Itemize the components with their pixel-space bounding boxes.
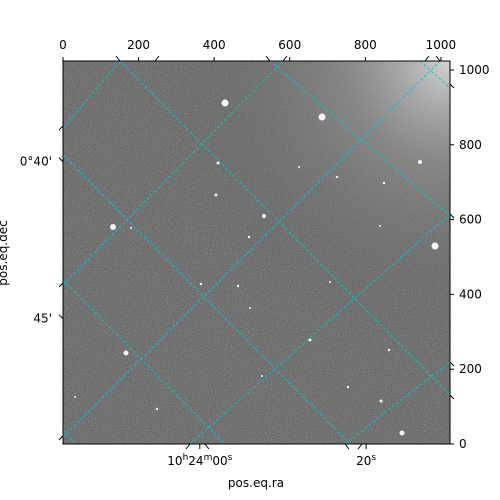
star: [155, 407, 159, 411]
top-tick-label: 0: [59, 38, 67, 52]
top-tick-label: 800: [354, 38, 377, 52]
ra-minor-tick: [185, 443, 191, 450]
star: [199, 282, 203, 286]
top-tick-label: 1000: [426, 38, 457, 52]
right-tick-label: 800: [459, 138, 482, 152]
star: [130, 227, 132, 229]
top-axis: 0 200 400 600 800 1000: [59, 38, 456, 61]
dec-minor-tick: [449, 213, 455, 219]
star: [214, 193, 218, 197]
star: [382, 181, 386, 185]
grid-line: [119, 61, 450, 396]
star: [308, 338, 312, 342]
dec-tick: [58, 314, 64, 320]
star: [431, 242, 439, 250]
dec-minor-tick: [449, 361, 455, 367]
dec-tick-label: 45': [33, 312, 52, 326]
star: [379, 225, 381, 227]
grid-line: [63, 279, 226, 444]
grid-line: [63, 61, 284, 286]
ra-tick-label: 10h24m00s: [167, 453, 232, 468]
star: [221, 99, 229, 107]
ra-minor-tick: [204, 443, 210, 450]
coordinate-grid: [63, 61, 450, 444]
dec-minor-tick: [449, 83, 455, 89]
ra-minor-tick: [115, 55, 121, 62]
star: [387, 348, 391, 352]
ra-minor-tick: [282, 55, 288, 62]
grid-line: [344, 361, 450, 444]
ra-minor-tick: [344, 443, 350, 450]
top-tick-label: 200: [127, 38, 150, 52]
dec-tick-label: 0°40': [20, 155, 52, 169]
dec-minor-tick: [58, 125, 64, 131]
top-tick-label: 400: [203, 38, 226, 52]
dec-minor-tick: [58, 282, 64, 288]
ra-minor-tick: [154, 55, 160, 62]
right-tick-label: 0: [459, 437, 467, 451]
ra-minor-tick: [435, 55, 441, 62]
top-tick-label: 600: [278, 38, 301, 52]
star: [247, 235, 251, 239]
right-tick-label: 1000: [459, 63, 490, 77]
ra-tick-label: 20s: [356, 453, 376, 468]
star: [329, 281, 331, 283]
ra-minor-tick: [424, 55, 430, 62]
grid-line: [189, 213, 450, 444]
star: [110, 224, 116, 230]
star: [262, 214, 266, 218]
ra-axis: 10h24m00s 20s: [115, 55, 441, 468]
dec-minor-tick: [449, 394, 455, 400]
grid-line: [419, 61, 450, 89]
y-axis-title: pos.eq.dec: [0, 220, 10, 285]
grid-line: [269, 61, 450, 217]
x-axis-title: pos.eq.ra: [228, 476, 284, 490]
plot-frame: [62, 60, 451, 445]
ra-minor-tick: [357, 443, 363, 450]
grid-line: [63, 429, 76, 444]
star: [318, 113, 326, 121]
dec-minor-tick: [58, 435, 64, 441]
right-axis: 0 200 400 600 800 1000: [450, 63, 490, 451]
star: [261, 375, 263, 377]
star: [399, 430, 405, 436]
star: [216, 161, 220, 165]
star: [74, 396, 76, 398]
right-tick-label: 600: [459, 213, 482, 227]
star: [236, 284, 240, 288]
ra-minor-tick: [265, 55, 271, 62]
star-field: [74, 99, 439, 436]
grid-line: [63, 154, 351, 444]
sky-image: [63, 61, 450, 444]
dec-axis: 0°40' 45': [20, 83, 455, 441]
right-tick-label: 400: [459, 287, 482, 301]
star: [418, 160, 422, 164]
star: [346, 385, 350, 389]
star: [249, 307, 251, 309]
star: [335, 175, 339, 179]
right-tick-label: 200: [459, 362, 482, 376]
star: [298, 166, 300, 168]
star: [379, 399, 383, 403]
grid-line: [63, 61, 441, 438]
dec-tick: [58, 157, 64, 162]
star: [123, 350, 129, 356]
